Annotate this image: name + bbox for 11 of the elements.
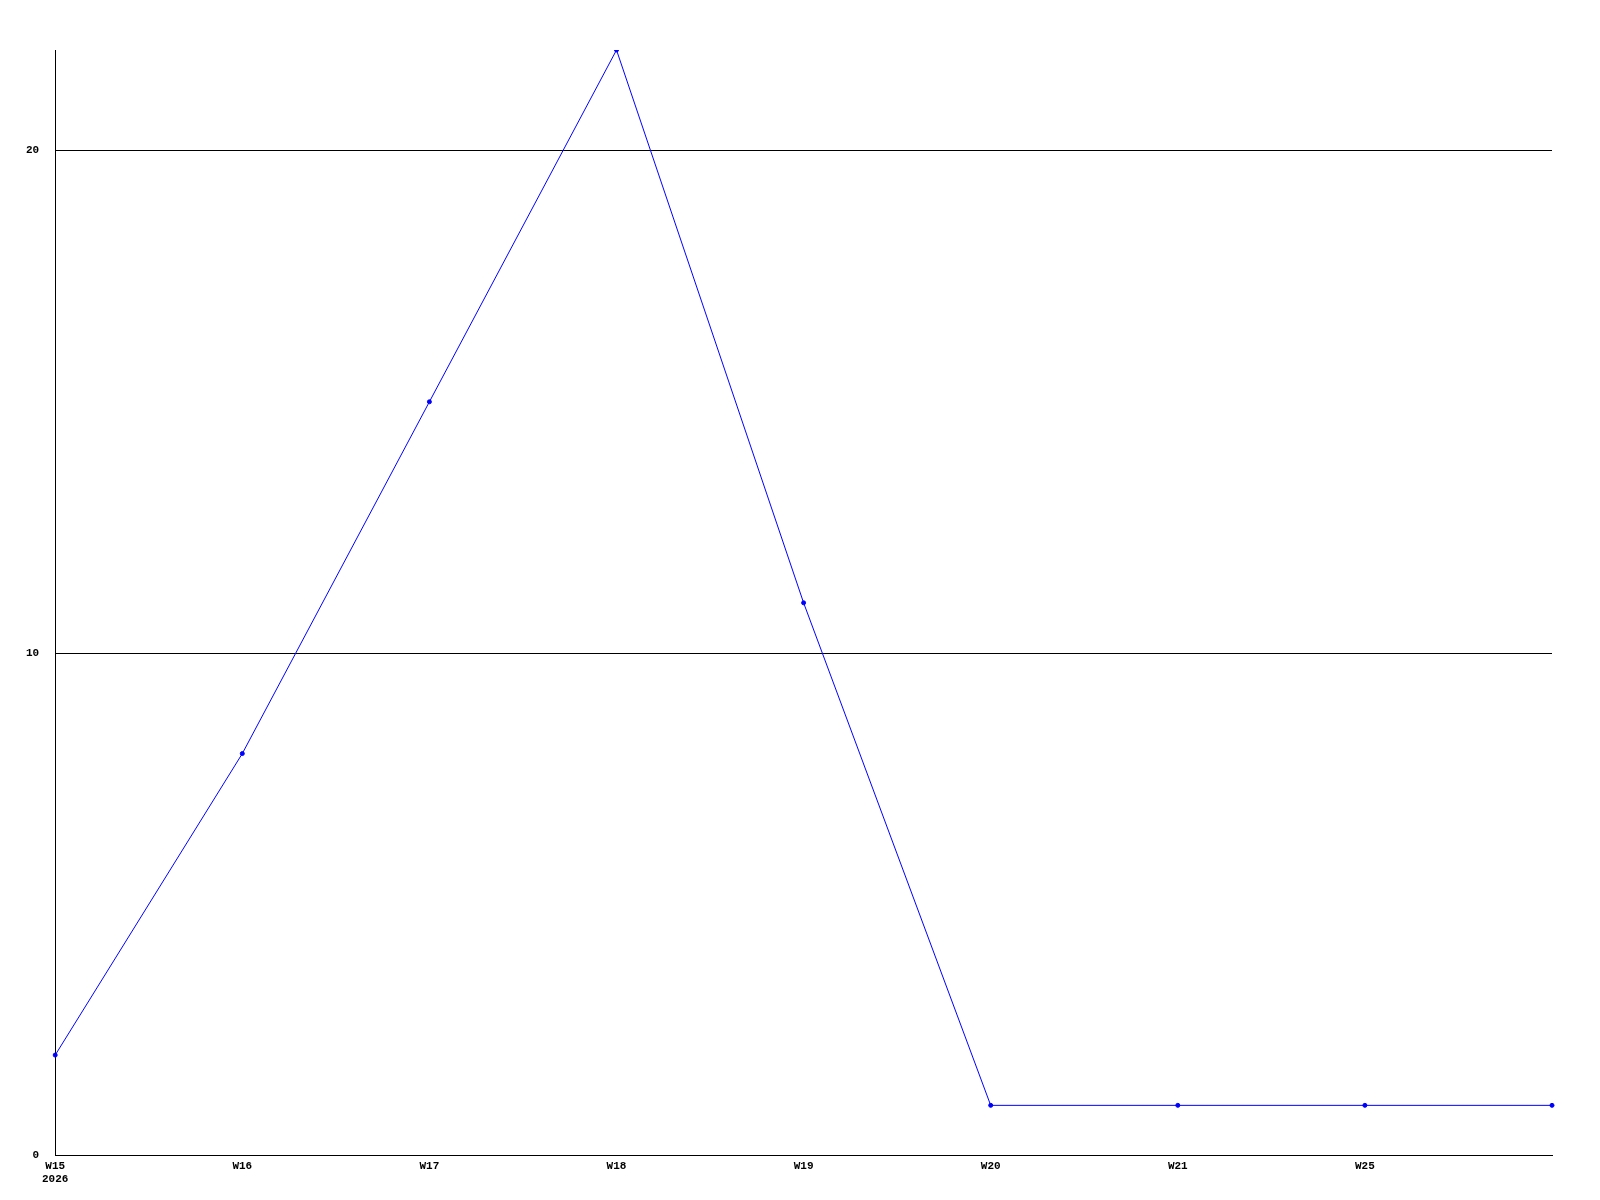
x-tick-label: W25	[1354, 1159, 1376, 1172]
y-tick-label: 0	[32, 1149, 40, 1162]
x-tick-label: W16	[232, 1159, 253, 1172]
x-tick-label: W21	[1167, 1159, 1189, 1172]
y-tick-label: 10	[26, 646, 40, 659]
x-tick-label: W15 2026	[42, 1159, 69, 1186]
x-tick-label: W17	[419, 1159, 440, 1172]
y-tick-label: 20	[26, 144, 40, 157]
x-tick-label: W19	[793, 1159, 814, 1172]
x-tick-label: W20	[980, 1159, 1001, 1172]
x-tick-label: W18	[606, 1159, 627, 1172]
